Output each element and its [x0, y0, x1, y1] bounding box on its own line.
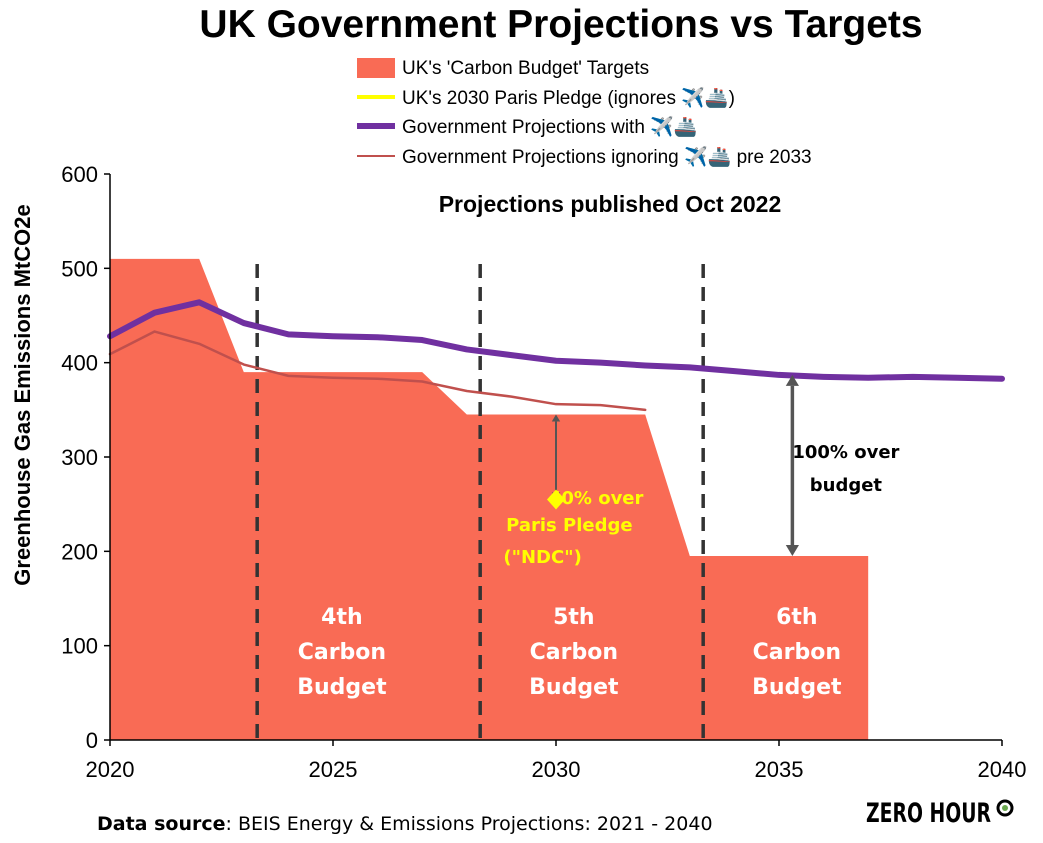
annotation-ndc-line-1: 40% over [549, 488, 644, 509]
budget-label-4-line-2: Carbon [298, 640, 386, 665]
legend: UK's 'Carbon Budget' Targets UK's 2030 P… [357, 58, 812, 168]
x-tick-label-2040: 2040 [978, 757, 1027, 782]
y-tick-label-0: 0 [86, 728, 98, 753]
x-tick-label-2035: 2035 [755, 757, 804, 782]
legend-label-gov-with: Government Projections with ✈️🚢 [402, 115, 697, 138]
annotation-budget-line-1: 100% over [792, 442, 899, 463]
budget-label-6-line-1: 6th [776, 605, 818, 630]
logo-text: ZERO HOUR [866, 798, 991, 829]
budget-label-6-line-2: Carbon [753, 640, 841, 665]
y-tick-label-500: 500 [61, 256, 98, 281]
budget-label-5-line-1: 5th [553, 605, 595, 630]
annotation-arrow-ndc-head-top [551, 414, 561, 422]
data-source-label: Data source [97, 813, 226, 835]
y-axis-label: Greenhouse Gas Emissions MtCO2e [10, 204, 35, 585]
series-line-gov-with [107, 299, 1005, 382]
annotation-budget-line-2: budget [810, 475, 883, 496]
y-tick-label-100: 100 [61, 634, 98, 659]
x-tick-label-2030: 2030 [532, 757, 581, 782]
legend-swatch-targets [357, 58, 395, 78]
zero-hour-logo: ZERO HOUR [866, 798, 1014, 829]
plot-area: 4th Carbon Budget 5th Carbon Budget 6th Carbon B… [61, 162, 1026, 782]
y-tick-label-300: 300 [61, 445, 98, 470]
x-tick-label-2025: 2025 [309, 757, 358, 782]
paris-pledge-point [547, 489, 565, 510]
budget-label-4-line-3: Budget [297, 675, 387, 700]
data-source: Data source: BEIS Energy & Emissions Pro… [97, 813, 713, 835]
annotation-ndc-line-2: Paris Pledge [506, 515, 632, 536]
y-tick-label-400: 400 [61, 351, 98, 376]
series-line-gov-ignoring [108, 330, 647, 412]
carbon-budget-target-area [110, 258, 869, 740]
budget-label-5-line-3: Budget [529, 675, 619, 700]
legend-label-paris: UK's 2030 Paris Pledge (ignores ✈️🚢) [402, 86, 735, 109]
legend-label-gov-ignoring: Government Projections ignoring ✈️🚢 pre … [402, 145, 812, 168]
logo-leaf-icon [1002, 805, 1008, 811]
chart-title: UK Government Projections vs Targets [199, 3, 922, 46]
budget-label-6-line-3: Budget [752, 675, 842, 700]
data-source-text: : BEIS Energy & Emissions Projections: 2… [226, 813, 713, 835]
chart-subtitle: Projections published Oct 2022 [439, 191, 782, 217]
budget-label-4-line-1: 4th [321, 605, 363, 630]
annotation-arrow-budget-head-bottom [785, 545, 799, 557]
budget-label-5-line-2: Carbon [530, 640, 618, 665]
annotation-ndc-line-3: ("NDC") [503, 547, 581, 568]
y-tick-label-200: 200 [61, 539, 98, 564]
legend-label-targets: UK's 'Carbon Budget' Targets [402, 58, 649, 79]
x-tick-label-2020: 2020 [86, 757, 135, 782]
annotation-arrow-budget-head-top [785, 374, 799, 386]
y-tick-label-600: 600 [61, 162, 98, 187]
